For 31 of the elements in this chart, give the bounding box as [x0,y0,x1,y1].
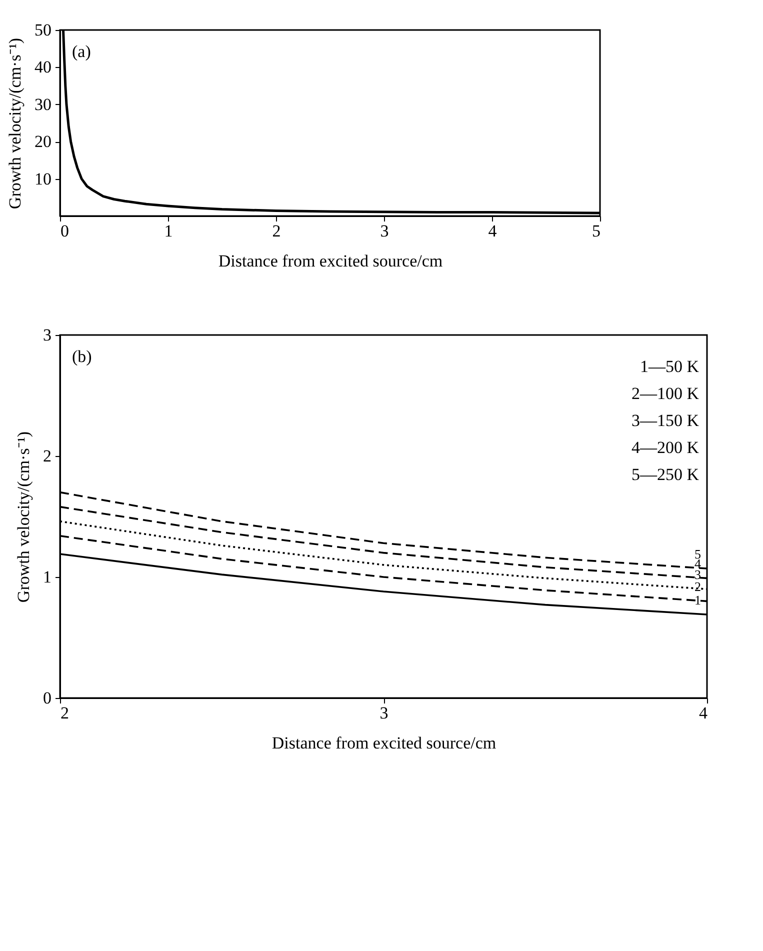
y-axis-title: Growth velocity/(cm·s⁻¹) [6,38,24,210]
x-tick-label: 4 [488,222,498,240]
y-tick-label: 40 [34,58,52,77]
annotation: 1—50 K [640,357,700,376]
x-tick-label: 3 [380,704,388,722]
y-tick-label: 2 [43,446,52,466]
x-tick-label: 5 [592,222,600,240]
y-tick-label: 20 [34,132,52,152]
annotation: 4—200 K [631,438,700,457]
x-tick-label: 3 [380,222,389,240]
y-tick-label: 10 [34,169,52,188]
annotation: 3—150 K [631,411,700,430]
annotation: (b) [72,347,92,366]
annotation: (a) [72,42,91,61]
x-tick-label: 4 [699,704,708,722]
annotation: 2—100 K [631,384,700,403]
x-tick-label: 2 [272,222,281,240]
y-tick-label: 30 [34,94,52,114]
x-tick-label: 2 [60,704,69,722]
series-label: 3 [694,567,701,582]
annotation: 5—250 K [631,465,700,484]
series-label: 1 [694,592,701,608]
y-tick-label: 50 [34,20,52,40]
y-axis-title: Growth velocity/(cm·s⁻¹) [14,431,33,603]
x-tick-label: 0 [60,222,69,240]
x-axis-title: Distance from excited source/cm [218,252,443,270]
y-tick-label: 3 [43,326,52,344]
x-axis-title: Distance from excited source/cm [272,734,496,752]
x-tick-label: 1 [164,222,173,240]
y-tick-label: 0 [43,688,52,708]
y-tick-label: 1 [43,568,52,586]
